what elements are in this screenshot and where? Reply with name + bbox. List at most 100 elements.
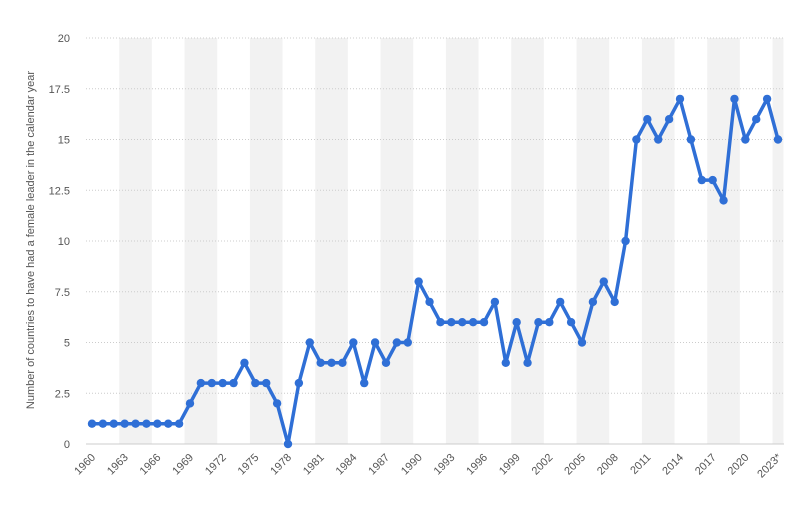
data-point xyxy=(283,439,293,449)
data-point xyxy=(490,297,500,307)
x-tick-label: 1975 xyxy=(236,452,262,478)
x-tick-label: 1984 xyxy=(334,452,360,478)
y-tick-label: 12.5 xyxy=(49,185,70,197)
x-tick-label: 2020 xyxy=(726,452,752,478)
data-point xyxy=(272,399,282,408)
data-point xyxy=(458,318,467,327)
data-point xyxy=(621,236,630,246)
data-point xyxy=(534,318,543,327)
y-tick-label: 10 xyxy=(58,236,70,248)
x-tick-label: 1972 xyxy=(203,452,229,478)
data-point xyxy=(577,338,587,347)
x-tick-label: 1978 xyxy=(268,452,294,478)
data-point xyxy=(773,135,783,144)
data-point xyxy=(479,318,489,327)
data-point xyxy=(664,115,674,124)
data-point xyxy=(610,297,619,307)
data-point xyxy=(708,175,717,185)
y-axis-ticks: 0 2.5 5 7.5 10 12.5 15 17.5 20 xyxy=(49,33,70,451)
y-axis-title: Number of countries to have had a female… xyxy=(25,71,37,409)
data-point xyxy=(305,338,314,347)
data-point xyxy=(436,318,445,327)
gridlines xyxy=(86,37,784,445)
data-point xyxy=(164,419,173,428)
data-point xyxy=(153,419,162,428)
y-tick-label: 5 xyxy=(64,338,70,350)
data-point xyxy=(588,297,598,307)
data-point xyxy=(719,196,728,205)
series-line xyxy=(90,97,780,446)
data-point xyxy=(403,338,412,347)
data-point xyxy=(697,175,706,185)
x-axis-ticks: 1960 1963 1966 1969 1972 1975 1978 1981 1984 1987… xyxy=(72,451,784,480)
data-point xyxy=(686,135,696,144)
x-tick-label: 1993 xyxy=(432,452,458,478)
data-point xyxy=(762,94,772,104)
data-point xyxy=(207,378,216,388)
data-point xyxy=(752,115,761,124)
data-point xyxy=(512,318,521,327)
data-point xyxy=(447,318,456,327)
x-tick-label: 2011 xyxy=(628,452,653,477)
y-tick-label: 17.5 xyxy=(49,84,70,96)
x-tick-label: 1963 xyxy=(105,452,131,478)
x-tick-label: 1966 xyxy=(138,452,164,478)
data-point xyxy=(327,358,336,367)
data-point xyxy=(338,358,347,367)
x-tick-label: 1987 xyxy=(366,452,392,478)
data-point xyxy=(349,338,358,347)
data-point xyxy=(730,94,739,104)
data-point xyxy=(142,419,151,428)
data-point xyxy=(643,115,652,124)
column-band xyxy=(772,38,784,444)
data-point xyxy=(545,318,554,327)
data-point xyxy=(185,399,195,408)
x-tick-label: 2008 xyxy=(595,452,621,478)
column-band xyxy=(641,38,675,444)
data-point xyxy=(381,358,391,367)
data-point xyxy=(316,358,325,367)
x-tick-label: 2023* xyxy=(755,451,784,480)
y-tick-label: 2.5 xyxy=(55,388,70,400)
x-tick-label: 1981 xyxy=(301,452,327,478)
y-tick-label: 7.5 xyxy=(55,287,70,299)
x-tick-label: 1996 xyxy=(464,452,490,478)
x-tick-label: 1969 xyxy=(170,452,196,478)
column-band xyxy=(380,38,414,444)
data-point xyxy=(294,378,304,388)
data-point xyxy=(556,297,565,307)
x-tick-label: 1960 xyxy=(72,452,98,478)
data-point xyxy=(566,318,576,327)
data-point xyxy=(675,94,685,104)
data-point xyxy=(251,378,260,388)
data-point xyxy=(218,378,227,388)
data-point xyxy=(501,358,510,367)
x-tick-label: 2014 xyxy=(660,452,686,478)
data-point xyxy=(360,378,369,388)
data-point xyxy=(654,135,663,144)
data-point xyxy=(523,358,532,367)
data-point xyxy=(240,358,249,367)
data-point xyxy=(370,338,380,347)
data-point xyxy=(109,419,118,428)
data-point xyxy=(392,338,402,347)
y-tick-label: 15 xyxy=(58,135,70,147)
x-tick-label: 2002 xyxy=(530,452,556,478)
data-point xyxy=(87,419,97,428)
y-tick-label: 0 xyxy=(64,439,70,451)
x-tick-label: 2005 xyxy=(562,452,588,478)
x-tick-label: 2017 xyxy=(693,452,719,478)
x-tick-label: 1999 xyxy=(497,452,523,478)
data-point xyxy=(196,378,206,388)
data-point xyxy=(98,419,108,428)
x-tick-label: 1990 xyxy=(399,452,425,478)
data-point xyxy=(741,135,750,144)
data-point xyxy=(262,378,271,388)
data-point xyxy=(229,378,238,388)
data-point xyxy=(468,318,478,327)
data-point xyxy=(599,277,608,286)
data-point xyxy=(414,277,423,286)
data-point xyxy=(174,419,184,428)
data-point xyxy=(120,419,129,428)
